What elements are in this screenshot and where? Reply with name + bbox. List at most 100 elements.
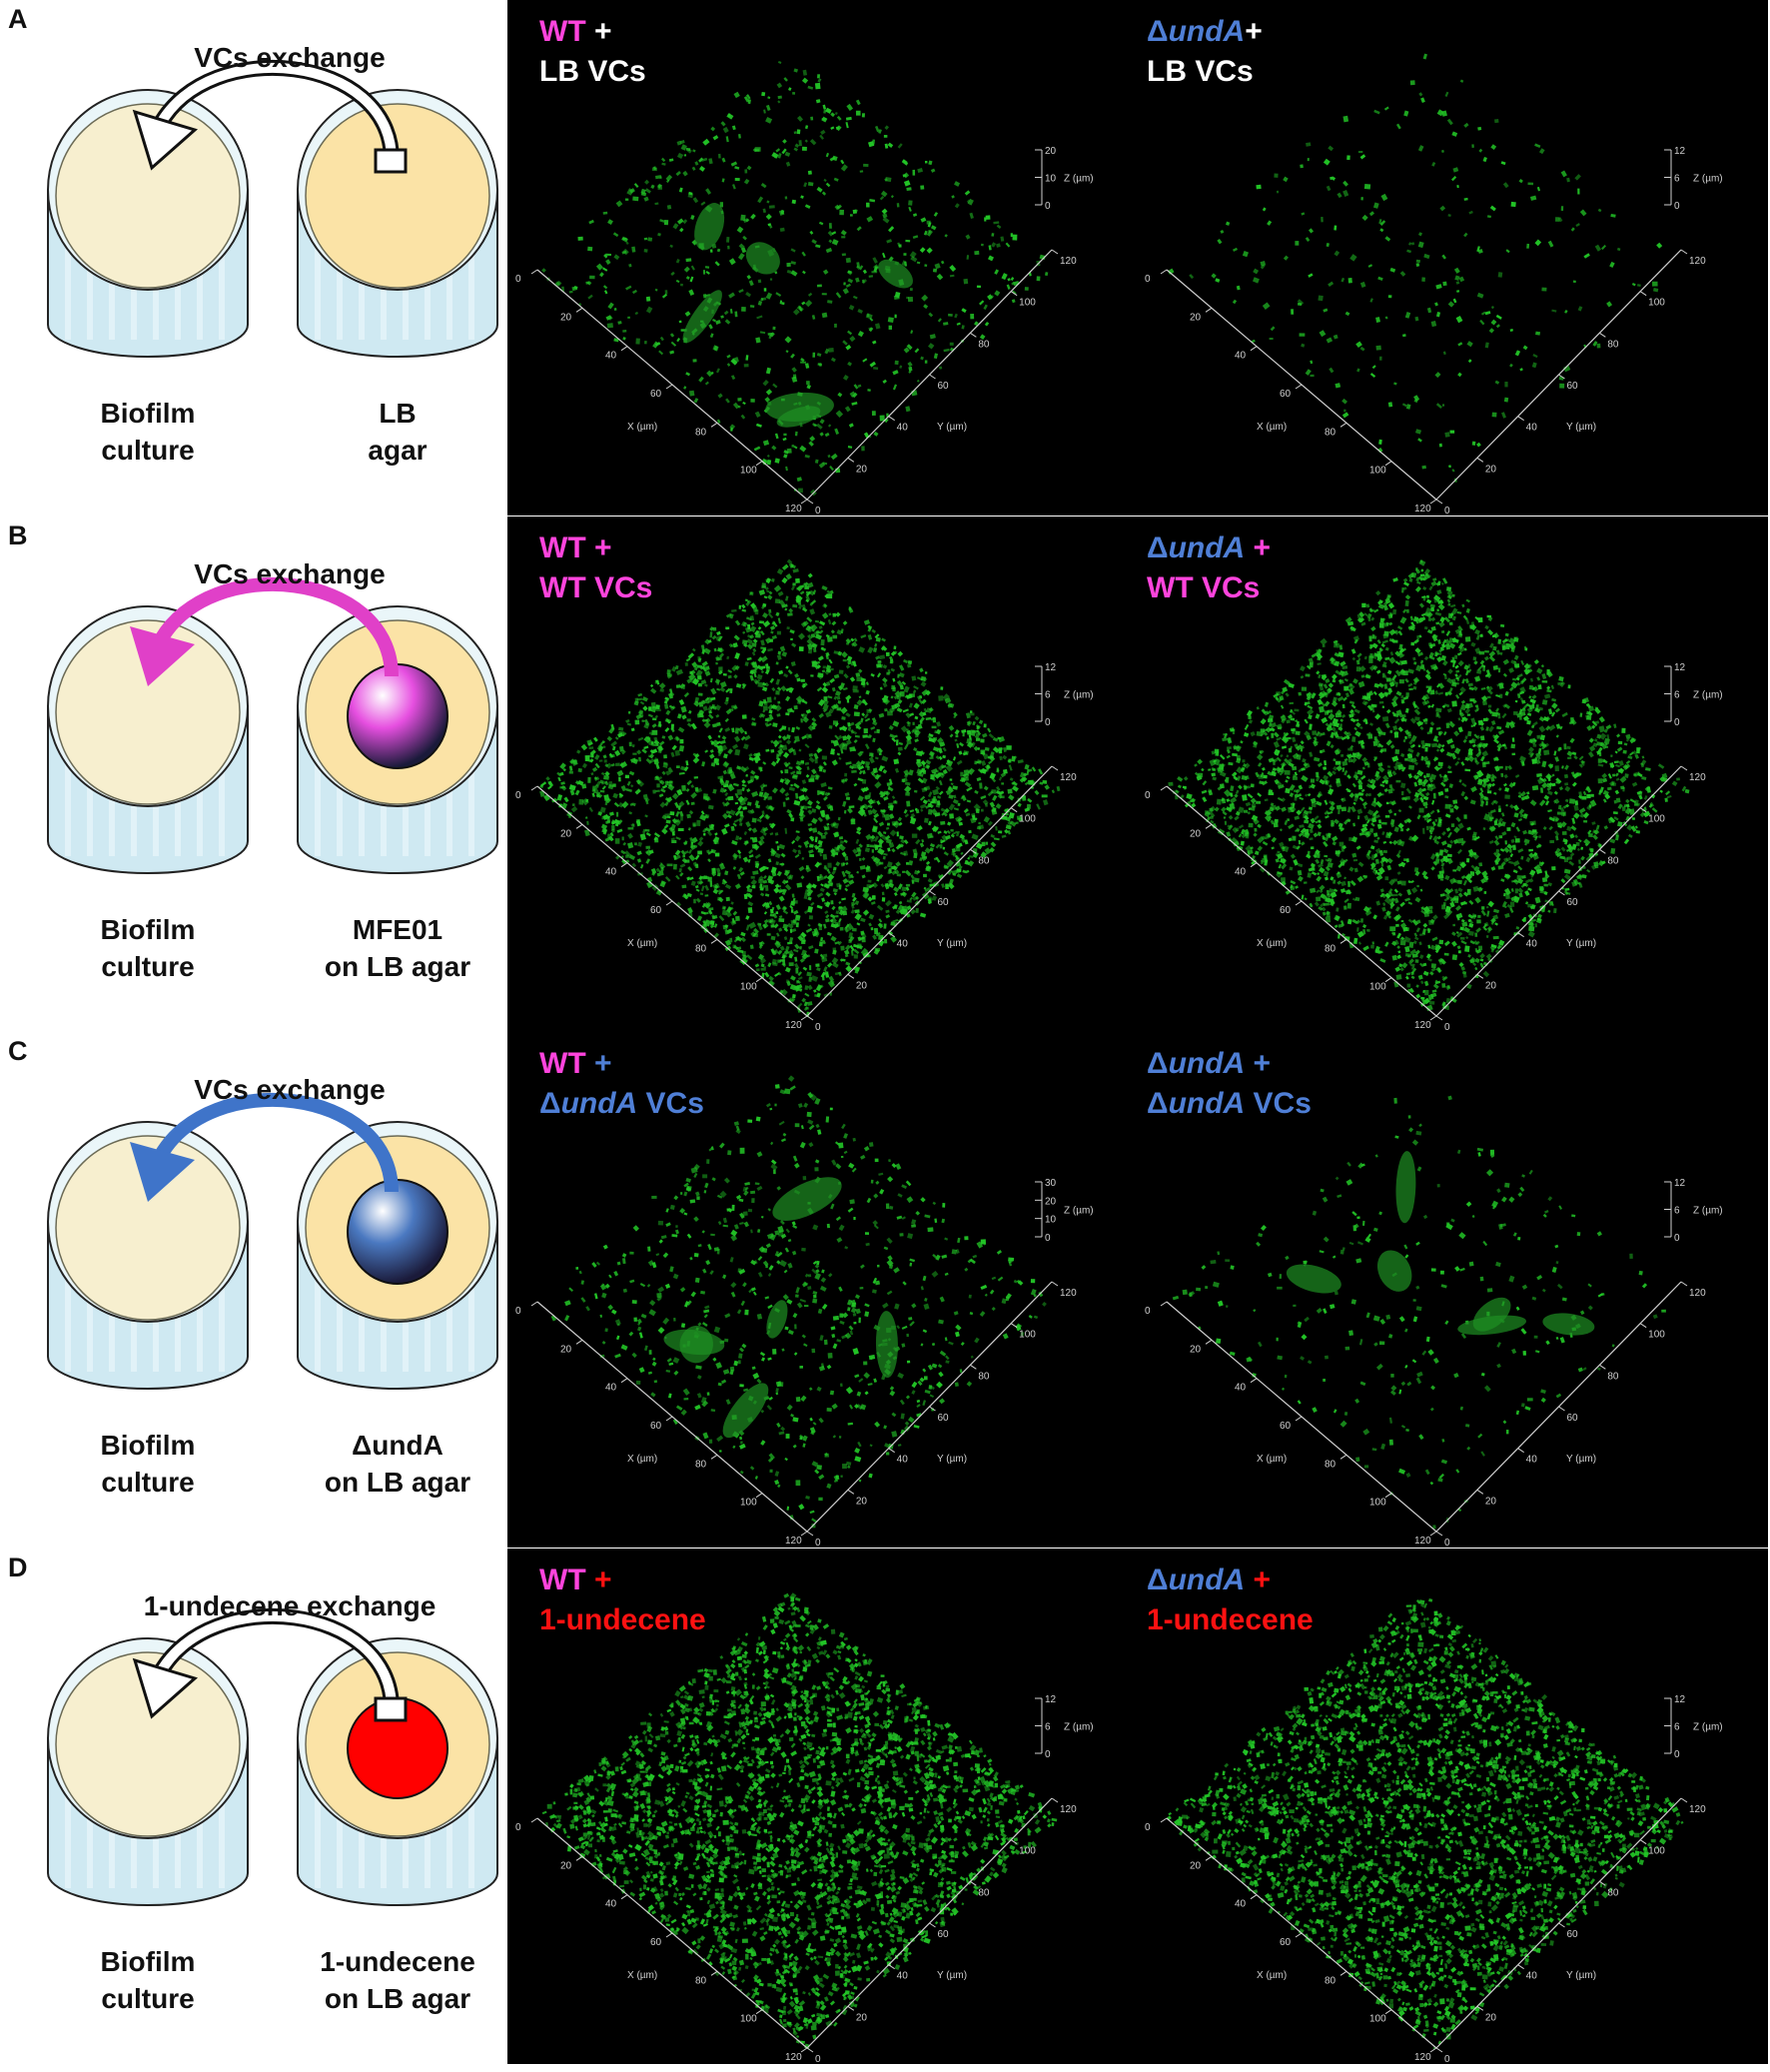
- x-tick-label: 20: [560, 1344, 572, 1355]
- y-tick-label: 40: [897, 1971, 909, 1982]
- y-tick-label: 60: [1567, 381, 1579, 392]
- x-axis-label: X (µm): [627, 1970, 657, 1981]
- x-tick-label: 80: [1325, 1459, 1336, 1470]
- biofilm-culture-dish: [47, 1637, 249, 1906]
- x-tick-label: 100: [1369, 982, 1386, 993]
- x-tick-label: 80: [1325, 1975, 1336, 1986]
- x-axis-label: X (µm): [1257, 938, 1287, 949]
- exchange-schematic: D 1-undecene exchange Biofilm culture 1-unde…: [0, 1549, 504, 2064]
- y-tick-label: 20: [1485, 1496, 1497, 1507]
- z-axis-label: Z (µm): [1693, 174, 1723, 185]
- x-tick-label: 0: [1145, 274, 1151, 285]
- x-tick-label: 20: [560, 1860, 572, 1871]
- y-tick-label: 100: [1648, 298, 1665, 309]
- panel-letter: D: [8, 1553, 28, 1582]
- y-tick-label: 60: [938, 897, 950, 908]
- exchange-label: VCs exchange: [194, 558, 386, 589]
- x-tick-label: 80: [695, 943, 707, 954]
- y-tick-label: 80: [1607, 1887, 1619, 1898]
- z-axis-label: Z (µm): [1693, 690, 1723, 701]
- exchange-schematic: A VCs exchange Biofilm culture LB agar: [0, 0, 504, 516]
- y-tick-label: 0: [815, 1538, 821, 1548]
- y-tick-label: 120: [1689, 1288, 1706, 1299]
- x-tick-label: 80: [695, 1975, 707, 1986]
- x-axis-label: X (µm): [1257, 1454, 1287, 1465]
- z-tick-label: 0: [1674, 1233, 1680, 1244]
- y-tick-label: 0: [815, 1022, 821, 1032]
- z-axis-label: Z (µm): [1064, 174, 1094, 185]
- x-tick-label: 60: [1280, 389, 1292, 400]
- source-dish-label: LB agar: [368, 398, 428, 466]
- x-tick-label: 40: [605, 867, 617, 878]
- condition-label: ΔundA + ΔundA VCs: [1147, 1047, 1312, 1120]
- condition-label: ΔundA+ LB VCs: [1147, 15, 1263, 88]
- y-axis-label: Y (µm): [1566, 1970, 1596, 1981]
- y-tick-label: 40: [897, 1455, 909, 1466]
- y-tick-label: 80: [978, 1887, 990, 1898]
- x-tick-label: 20: [1190, 828, 1202, 839]
- x-tick-label: 60: [650, 1937, 662, 1948]
- x-tick-label: 60: [650, 1421, 662, 1432]
- z-tick-label: 6: [1674, 1722, 1680, 1733]
- z-axis-label: Z (µm): [1693, 1722, 1723, 1733]
- x-tick-label: 40: [605, 1383, 617, 1394]
- source-dish-label: 1-undecene on LB agar: [320, 1946, 475, 2014]
- x-tick-label: 100: [740, 982, 757, 993]
- y-tick-label: 120: [1060, 1288, 1077, 1299]
- z-tick-label: 10: [1045, 1215, 1057, 1226]
- y-tick-label: 80: [1607, 1371, 1619, 1382]
- z-tick-label: 12: [1045, 1694, 1057, 1705]
- y-tick-label: 60: [938, 381, 950, 392]
- condition-label: WT + ΔundA VCs: [539, 1047, 704, 1120]
- y-tick-label: 60: [1567, 1413, 1579, 1424]
- y-tick-label: 100: [1648, 1846, 1665, 1857]
- z-tick-label: 10: [1045, 174, 1057, 185]
- y-axis-label: Y (µm): [1566, 1454, 1596, 1465]
- x-axis-label: X (µm): [627, 1454, 657, 1465]
- z-tick-label: 0: [1045, 1233, 1051, 1244]
- biofilm-culture-label: Biofilm culture: [100, 398, 196, 466]
- x-tick-label: 40: [1235, 1383, 1247, 1394]
- x-tick-label: 20: [560, 312, 572, 323]
- y-tick-label: 0: [1444, 2054, 1450, 2064]
- panel-letter: C: [8, 1036, 28, 1066]
- biofilm-culture-dish: [47, 89, 249, 358]
- y-tick-label: 0: [1444, 1022, 1450, 1032]
- microscopy-panel: 0 20 40 60 80 100 120 0 20 40 60 80 100 120 X (µm) Y (µ…: [507, 517, 1768, 1032]
- y-tick-label: 100: [1019, 1846, 1036, 1857]
- biofilm-culture-dish: [47, 605, 249, 874]
- y-tick-label: 0: [815, 2054, 821, 2064]
- y-tick-label: 120: [1689, 1804, 1706, 1815]
- z-tick-label: 20: [1045, 1196, 1057, 1207]
- y-tick-label: 0: [1444, 1538, 1450, 1548]
- x-axis-label: X (µm): [627, 938, 657, 949]
- x-tick-label: 20: [560, 828, 572, 839]
- volatile-source-colony: [347, 1179, 448, 1285]
- z-tick-label: 0: [1045, 201, 1051, 212]
- x-tick-label: 80: [1325, 943, 1336, 954]
- x-tick-label: 100: [740, 1498, 757, 1509]
- y-tick-label: 0: [1444, 506, 1450, 516]
- exchange-label: VCs exchange: [194, 42, 386, 73]
- x-tick-label: 20: [1190, 1860, 1202, 1871]
- condition-label: WT +1-undecene: [539, 1563, 706, 1636]
- x-tick-label: 80: [695, 427, 707, 438]
- x-tick-label: 0: [1145, 1822, 1151, 1833]
- y-tick-label: 100: [1648, 1330, 1665, 1341]
- exchange-arrow: [132, 60, 408, 174]
- x-tick-label: 20: [1190, 312, 1202, 323]
- x-axis-label: X (µm): [1257, 1970, 1287, 1981]
- source-dish-label: ΔundA on LB agar: [324, 1430, 471, 1498]
- x-tick-label: 100: [1369, 466, 1386, 477]
- microscopy-panel: 0 20 40 60 80 100 120 0 20 40 60 80 100 120 X (µm) Y (µ…: [507, 0, 1768, 516]
- y-tick-label: 60: [938, 1929, 950, 1940]
- x-tick-label: 0: [1145, 1306, 1151, 1317]
- y-axis-label: Y (µm): [937, 938, 967, 949]
- z-axis-label: Z (µm): [1693, 1206, 1723, 1217]
